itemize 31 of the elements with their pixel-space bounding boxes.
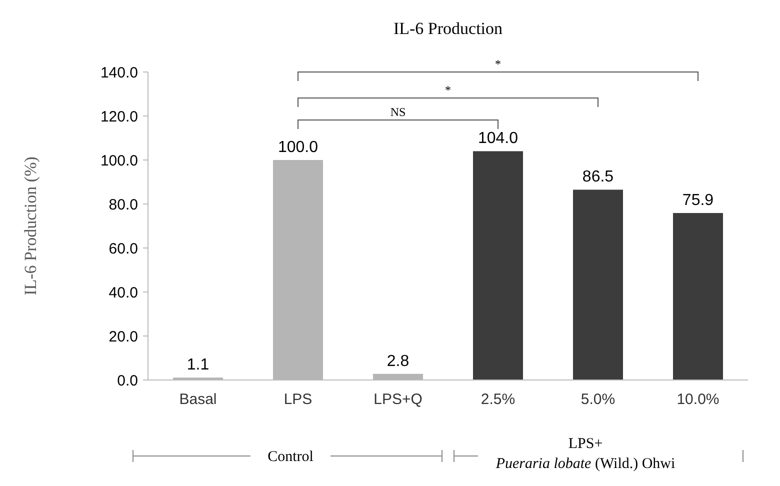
x-tick-label: LPS+Q — [374, 391, 422, 408]
x-tick-label: Basal — [179, 391, 217, 408]
y-tick-label: 100.0 — [100, 152, 138, 170]
y-tick-label: 120.0 — [100, 108, 138, 126]
data-label: 75.9 — [682, 192, 714, 210]
y-tick-label: 60.0 — [108, 240, 138, 258]
data-label: 1.1 — [186, 356, 210, 374]
annotation: NS — [390, 105, 406, 119]
y-axis-title: IL-6 Production (%) — [21, 156, 40, 296]
x-tick-label: 5.0% — [580, 391, 616, 408]
y-tick-label: 0.0 — [117, 372, 138, 390]
y-tick-label: 140.0 — [100, 64, 138, 82]
bar — [673, 213, 723, 380]
chart-title: IL-6 Production — [393, 19, 504, 38]
bar — [573, 190, 623, 380]
bar — [473, 151, 523, 380]
data-label: 100.0 — [278, 139, 318, 156]
x-tick-label: LPS — [284, 391, 312, 408]
text: LPS+ — [568, 436, 603, 452]
data-label: 2.8 — [386, 352, 410, 370]
annotation: * — [445, 83, 451, 97]
y-tick-label: 20.0 — [108, 328, 138, 346]
y-tick-label: 40.0 — [108, 284, 138, 302]
x-tick-label: 10.0% — [676, 391, 720, 408]
text: * — [495, 57, 501, 71]
data-label: 104.0 — [478, 130, 518, 148]
data-label: 86.5 — [582, 168, 614, 186]
x-tick-label: 2.5% — [480, 391, 516, 408]
text: Pueraria lobate (Wild.) Ohwi — [494, 456, 676, 472]
y-tick-label: 80.0 — [108, 196, 138, 214]
text: Control — [268, 449, 314, 465]
